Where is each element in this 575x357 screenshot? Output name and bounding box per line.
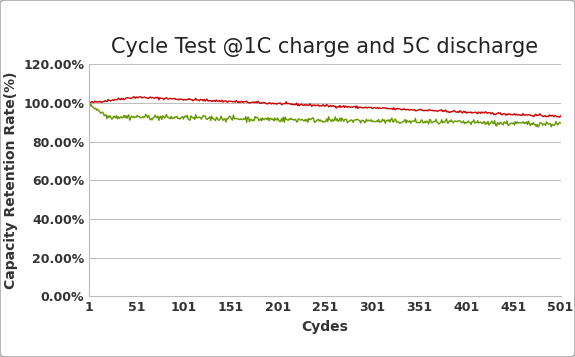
4.2V LCO bbox=[202, 117, 209, 121]
4.2V NCM811 bbox=[396, 107, 403, 111]
Y-axis label: Capacity Retention Rate(%): Capacity Retention Rate(%) bbox=[3, 71, 18, 289]
4.2V NCM811 bbox=[223, 100, 230, 104]
4.2V LCO bbox=[557, 121, 564, 125]
4.2V NCM811 bbox=[557, 114, 564, 118]
Line: 4.2V NCM811: 4.2V NCM811 bbox=[89, 97, 561, 117]
4.2V NCM811 bbox=[556, 115, 563, 119]
4.2V NCM811 bbox=[137, 95, 144, 99]
4.2V LCO bbox=[535, 125, 542, 129]
Line: 4.2V LCO: 4.2V LCO bbox=[89, 101, 561, 127]
4.2V NCM811 bbox=[258, 100, 265, 105]
X-axis label: Cydes: Cydes bbox=[301, 320, 348, 334]
4.2V NCM811 bbox=[390, 106, 397, 110]
4.2V LCO bbox=[223, 120, 229, 124]
4.2V LCO bbox=[476, 120, 483, 125]
4.2V LCO bbox=[86, 99, 93, 103]
4.2V NCM811 bbox=[204, 97, 210, 101]
4.2V NCM811 bbox=[86, 100, 93, 105]
Title: Cycle Test @1C charge and 5C discharge: Cycle Test @1C charge and 5C discharge bbox=[112, 37, 538, 57]
4.2V NCM811 bbox=[477, 111, 484, 115]
4.2V LCO bbox=[395, 120, 402, 124]
4.2V LCO bbox=[389, 120, 396, 124]
4.2V LCO bbox=[257, 116, 264, 121]
